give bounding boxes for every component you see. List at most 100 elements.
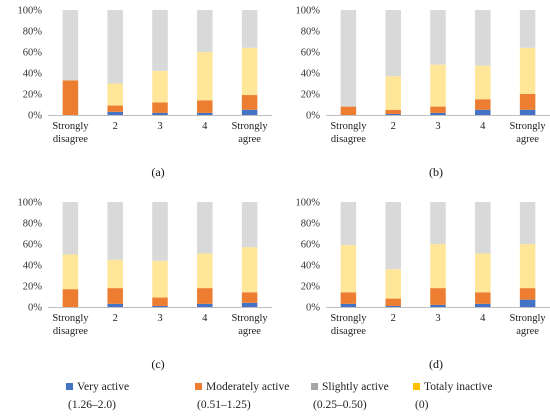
legend-label: Slightly active [322,381,389,393]
bar-segment-totaly-inactive [241,247,258,293]
x-tick-label: 2 [391,313,396,324]
bar-segment-very-active [197,112,213,115]
bar-segment-slightly-active [152,10,168,71]
bar-segment-moderately-active [475,99,491,110]
panel-label: (b) [429,165,443,179]
bar-segment-totaly-inactive [385,76,401,110]
bar-segment-totaly-inactive [62,254,79,290]
bar-segment-slightly-active [475,10,491,66]
y-tick-label: 0% [306,111,320,122]
bar-segment-totaly-inactive [430,244,446,289]
bar-segment-totaly-inactive [340,245,357,293]
panel-label: (d) [429,357,443,371]
bar-segment-slightly-active [385,10,401,77]
bar-segment-moderately-active [62,80,79,115]
bar-segment-moderately-active [197,100,213,113]
bar-segment-totaly-inactive [241,47,258,96]
bar-segment-very-active [107,303,123,307]
bar-segment-moderately-active [340,106,357,115]
bar-segment-slightly-active [340,10,357,107]
bar-segment-slightly-active [519,202,536,244]
x-tick-label: 2 [113,121,118,132]
bar-segment-moderately-active [340,292,357,304]
legend-range: (0.51–1.25) [197,399,251,411]
legend-label: Moderately active [206,381,289,393]
y-tick-label: 40% [301,69,321,80]
x-tick-label: disagree [53,134,88,145]
legend-label: Very active [77,381,129,393]
legend: Very active (1.26–2.0) Moderately active (0… [66,381,493,411]
bar-segment-slightly-active [340,202,357,246]
bar-segment-moderately-active [385,298,401,306]
x-tick-label: 2 [113,313,118,324]
y-tick-label: 60% [23,48,43,59]
x-tick-label: 3 [157,121,162,132]
x-tick-label: Strongly [510,121,547,132]
bar-segment-totaly-inactive [152,70,168,103]
bar-segment-moderately-active [107,105,123,112]
x-tick-label: Strongly [232,313,269,324]
x-tick-label: disagree [331,326,366,337]
bar-segment-very-active [241,302,258,307]
bar-segment-slightly-active [241,10,258,48]
legend-swatch [195,383,202,390]
legend-swatch [311,383,318,390]
bar-segment-very-active [107,111,123,115]
x-tick-label: 2 [391,121,396,132]
bar-segment-slightly-active [62,202,79,255]
y-tick-label: 60% [23,240,43,251]
bar-segment-totaly-inactive [385,269,401,299]
y-tick-label: 80% [23,219,43,230]
bar-segment-moderately-active [152,102,168,113]
bar-segment-very-active [340,303,357,307]
bar-segment-very-active [475,303,491,307]
x-tick-label: agree [516,134,539,145]
y-tick-label: 0% [306,303,320,314]
bar-segment-slightly-active [197,10,213,52]
y-tick-label: 20% [23,282,43,293]
panel-label: (a) [151,165,164,179]
y-tick-label: 80% [23,27,43,38]
chart-panel: 0% 20% 40% 60% 80% 100% Strongly disagree 2 3 4 Str… [18,198,272,371]
y-tick-label: 80% [301,27,321,38]
bar-segment-slightly-active [385,202,401,270]
bar-segment-totaly-inactive [519,47,536,94]
x-tick-label: disagree [53,326,88,337]
x-tick-label: Strongly [330,121,367,132]
bar-segment-moderately-active [430,106,446,113]
y-tick-label: 0% [28,111,42,122]
y-tick-label: 100% [296,6,321,17]
x-tick-label: Strongly [232,121,269,132]
bar-segment-very-active [385,113,401,115]
bar-segment-very-active [197,303,213,307]
bar-segment-very-active [519,299,536,307]
legend-range: (1.26–2.0) [68,399,116,411]
bar-segment-moderately-active [197,288,213,304]
y-tick-label: 60% [301,48,321,59]
bar-segment-moderately-active [62,289,79,307]
x-tick-label: agree [238,326,261,337]
bar-segment-very-active [430,112,446,115]
bar-segment-very-active [385,305,401,307]
legend-label: Totaly inactive [424,381,493,393]
x-tick-label: Strongly [330,313,367,324]
bar-segment-slightly-active [475,202,491,254]
chart-panel: 0% 20% 40% 60% 80% 100% Strongly disagree 2 3 4 Str… [296,198,550,371]
bar-segment-slightly-active [430,202,446,244]
bar-segment-totaly-inactive [475,65,491,100]
y-tick-label: 20% [23,90,43,101]
bar-segment-totaly-inactive [430,64,446,107]
bar-segment-moderately-active [519,288,536,300]
bar-segment-very-active [241,109,258,115]
x-tick-label: 3 [435,313,440,324]
y-tick-label: 80% [301,219,321,230]
x-tick-label: disagree [331,134,366,145]
y-tick-label: 60% [301,240,321,251]
y-tick-label: 40% [301,261,321,272]
y-tick-label: 100% [18,198,43,209]
y-tick-label: 100% [18,6,43,17]
panel-label: (c) [151,357,164,371]
bar-segment-slightly-active [430,10,446,65]
bar-segment-moderately-active [241,292,258,303]
